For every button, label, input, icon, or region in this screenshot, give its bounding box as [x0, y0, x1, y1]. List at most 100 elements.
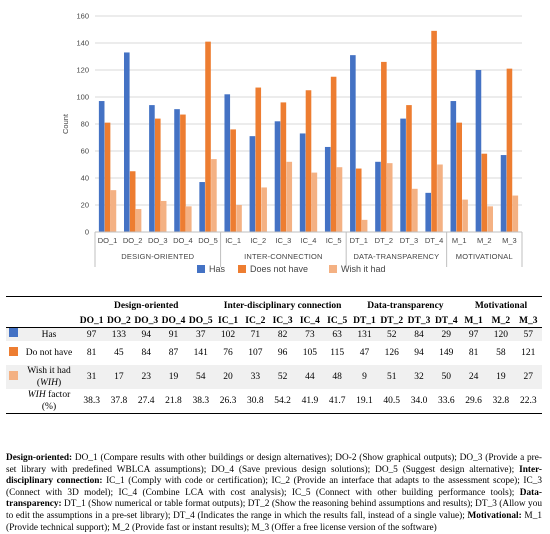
- table-cell: 9: [350, 365, 379, 389]
- x-tick-label: DO_4: [173, 236, 193, 245]
- table-cell: 17: [105, 365, 133, 389]
- table-cell: 97: [459, 327, 488, 341]
- table-row: Wish it had (WIH) 31 17 23 19 54 20 33 52 44 48 9 51…: [6, 365, 542, 389]
- table-cell: 73: [296, 327, 324, 341]
- bar-wish-it-had: [185, 206, 192, 232]
- table-cell: 29.6: [459, 389, 488, 414]
- note-heading: Inter-disciplinary connection:: [6, 464, 542, 487]
- x-tick-label: DO_2: [123, 236, 143, 245]
- table-cell: 58: [496, 348, 506, 358]
- bar-does-not-have: [355, 168, 362, 232]
- bar-has: [500, 155, 507, 232]
- bar-wish-it-had: [286, 161, 293, 232]
- table-cell: 20: [214, 365, 242, 389]
- table-cell: 81: [468, 348, 479, 358]
- bar-wish-it-had: [160, 200, 167, 232]
- table-cell: 87: [168, 348, 179, 358]
- bar-wish-it-had: [512, 195, 519, 232]
- y-tick-label: 0: [85, 228, 89, 237]
- y-tick-label: 160: [76, 12, 89, 21]
- table-cell: 63: [323, 327, 351, 341]
- table-cell: 81: [86, 348, 97, 358]
- table-cell: 141: [193, 348, 208, 358]
- table-cell: 32: [405, 365, 433, 389]
- row-label: Do not have: [25, 348, 73, 358]
- x-tick-label: DT_2: [375, 236, 393, 245]
- note-heading: Design-oriented:: [6, 453, 73, 463]
- table-cell: 82: [268, 327, 297, 341]
- row-label: Wish it had (WIH): [20, 365, 78, 389]
- table-cell: 91: [159, 327, 188, 341]
- table-cell: 19: [159, 365, 188, 389]
- table-code-header: DO_5: [187, 314, 215, 328]
- legend-swatch-cell: [6, 327, 20, 341]
- table-cell: 97: [78, 327, 106, 341]
- note-heading: Motivational:: [467, 510, 522, 521]
- table-cell: 29: [432, 327, 460, 341]
- bar-has: [174, 109, 180, 232]
- bar-wish-it-had: [311, 172, 318, 232]
- note-text: DT_1 (Show numerical or table format out…: [6, 499, 542, 521]
- table-cell: 71: [241, 327, 269, 341]
- table-code-header: DT_3: [405, 314, 433, 328]
- table-notes: Design-oriented: DO_1 (Compare results w…: [6, 453, 542, 534]
- table-cell: 27.4: [132, 389, 160, 414]
- bar-wish-it-had: [361, 219, 368, 232]
- y-tick-label: 80: [81, 120, 89, 129]
- table-code-header: DT_4: [432, 314, 460, 328]
- table-cell: 115: [330, 348, 345, 358]
- table-code-header: IC_5: [323, 314, 351, 328]
- bar-has: [425, 192, 432, 232]
- table-group-header: Motivational: [459, 296, 542, 314]
- group-label: DATA-TRANSPARENCY: [353, 252, 439, 261]
- table-cell: 30.8: [241, 389, 269, 414]
- table-cell: 51: [378, 365, 406, 389]
- table-row: Do not have 81 45 84 87 141 76 107 96 105 115 47 126…: [6, 341, 542, 365]
- table-cell: 57: [514, 327, 542, 341]
- table-cell: 102: [214, 327, 242, 341]
- bar-has: [450, 101, 457, 232]
- note-heading: Data-transparency:: [6, 487, 542, 510]
- table-cell: 38.3: [187, 389, 215, 414]
- bar-has: [98, 101, 105, 232]
- x-tick-label: DT_1: [350, 236, 368, 245]
- table-cell: 133: [105, 327, 133, 341]
- bar-does-not-have: [154, 118, 161, 232]
- bar-wish-it-had: [386, 163, 393, 232]
- table-code-header: IC_4: [296, 314, 324, 328]
- x-tick-label: IC_3: [275, 236, 291, 245]
- table-cell: 105: [302, 348, 318, 358]
- legend-swatch: [8, 328, 18, 337]
- bar-has: [324, 146, 331, 232]
- y-tick-label: 140: [76, 39, 89, 48]
- note-text: IC_1 (Comply with code or certification)…: [6, 476, 542, 498]
- bar-has: [224, 94, 231, 232]
- x-tick-label: M_1: [452, 236, 467, 245]
- table-cell: 121: [521, 348, 536, 358]
- x-tick-label: IC_5: [326, 236, 342, 245]
- table-cell: 41.7: [323, 389, 351, 414]
- row-label: Has: [20, 327, 78, 341]
- y-tick-label: 120: [76, 66, 89, 75]
- bar-has: [123, 52, 130, 233]
- table-cell: 19.1: [350, 389, 379, 414]
- table-code-header-row: DO_1 DO_2 DO_3 DO_4 DO_5 IC_1 IC_2 IC_3 IC_4 IC_5…: [6, 314, 542, 328]
- bar-wish-it-had: [437, 164, 443, 232]
- bar-has: [249, 136, 256, 232]
- y-tick-label: 20: [81, 201, 89, 210]
- bar-has: [199, 182, 205, 232]
- x-tick-label: M_2: [477, 236, 492, 245]
- chart-svg: 0 20 40 60 80 100 120 140 160 Count DO_1 DO_2 DO_3 DO…: [61, 12, 523, 274]
- bar-does-not-have: [330, 76, 337, 232]
- table-cell: 45: [114, 348, 124, 358]
- table-cell: 47: [359, 348, 370, 358]
- group-label: MOTIVATIONAL: [456, 252, 513, 261]
- table-cell: 48: [323, 365, 351, 389]
- bar-has: [375, 161, 381, 232]
- bar-has: [400, 118, 406, 232]
- table-code-header: DO_2: [105, 314, 133, 328]
- bar-does-not-have: [381, 61, 387, 233]
- table-cell: 40.5: [378, 389, 406, 414]
- bar-does-not-have: [431, 30, 437, 232]
- table-cell: 96: [277, 348, 288, 358]
